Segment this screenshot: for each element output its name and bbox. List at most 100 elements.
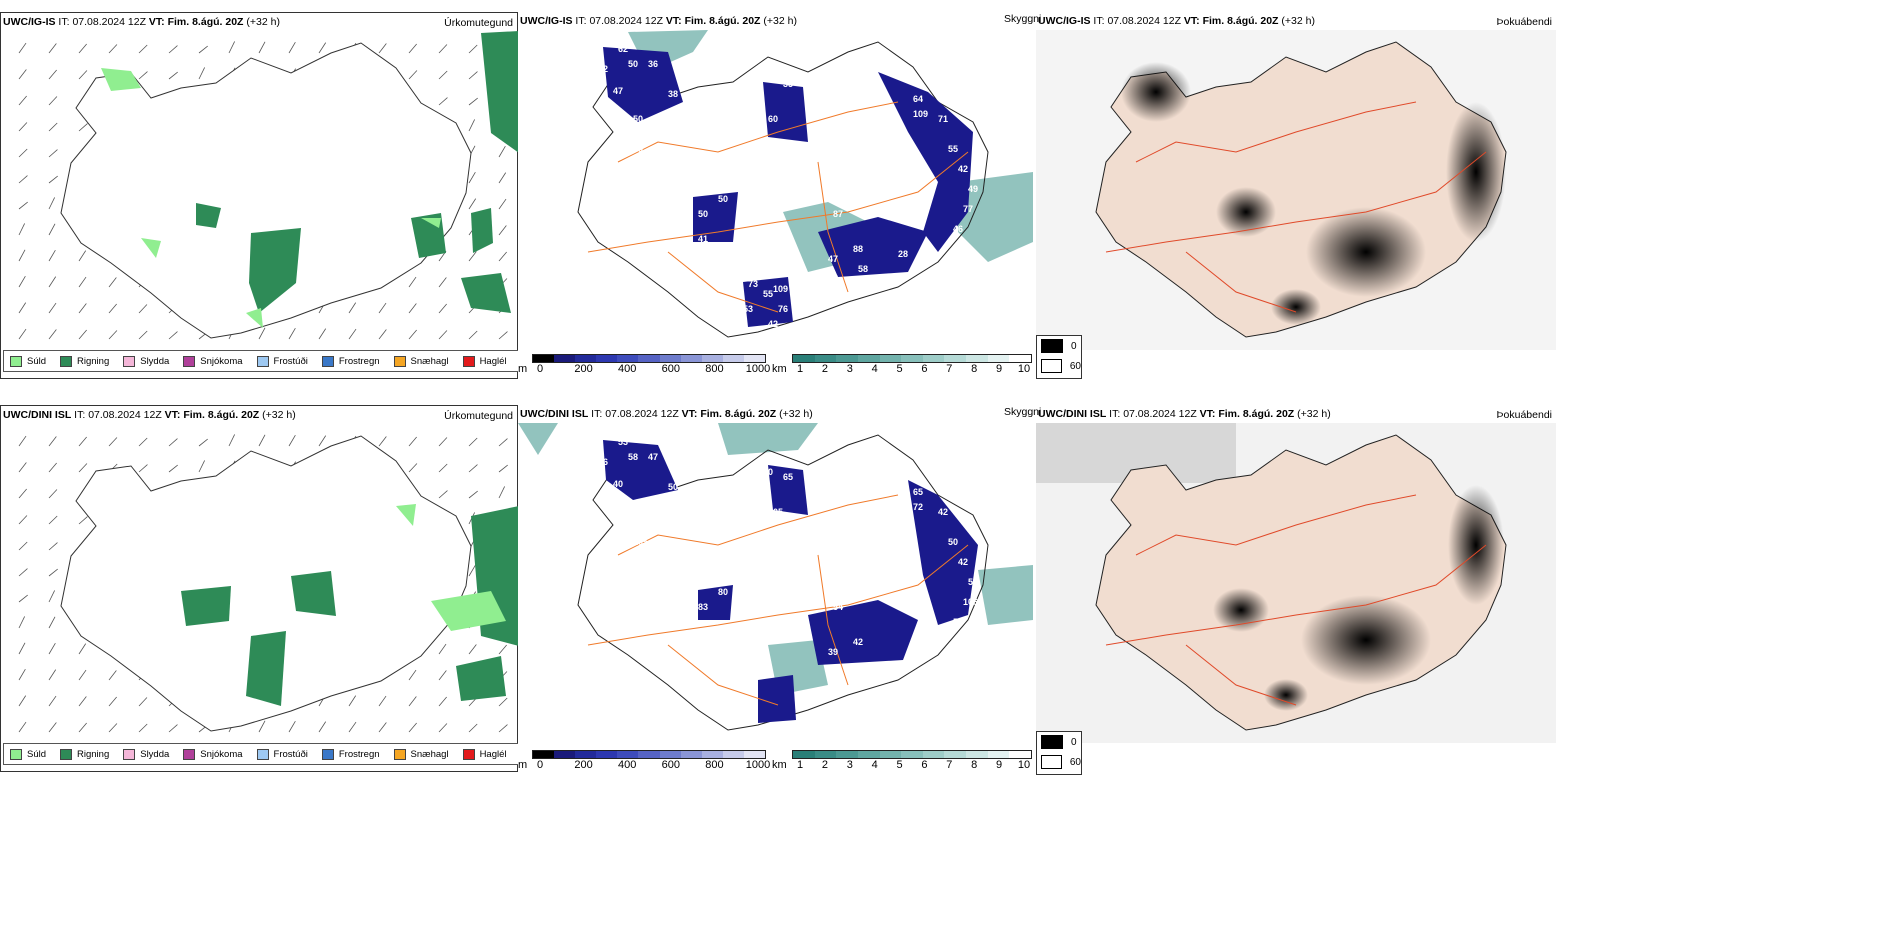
- wind-barb: [108, 44, 118, 54]
- legend-swatch: [256, 748, 269, 760]
- colorbar-step: [922, 355, 945, 362]
- cloud-base-label: 105: [768, 507, 783, 517]
- wind-barb: [48, 568, 58, 577]
- cloud-base-label: 65: [783, 472, 793, 482]
- colorbar-tick-label: 2: [821, 759, 828, 771]
- wind-barb: [468, 251, 477, 262]
- visibility-colorbar: km 1 2 3 4 5 6 7 8 9 10: [772, 354, 1036, 380]
- wind-barb: [18, 175, 28, 184]
- wind-barb: [438, 696, 447, 707]
- wind-barb: [78, 123, 88, 132]
- colorbar-tick-label: 1: [796, 759, 804, 771]
- wind-barb: [138, 44, 148, 54]
- wind-barb: [498, 486, 506, 499]
- wind-barb: [468, 198, 477, 210]
- colorbar-step: [575, 751, 597, 758]
- wind-barb: [48, 590, 56, 603]
- fog-legend-row: 0: [1037, 336, 1081, 356]
- cloud-base-label: 77: [963, 204, 973, 214]
- fog-index-areas: [1121, 62, 1506, 325]
- colorbar-step: [722, 355, 744, 362]
- wind-barb: [348, 328, 357, 340]
- cloud-base-label: 62: [808, 294, 818, 304]
- fog-legend-swatch: [1041, 339, 1063, 353]
- cloud-base-label: 87: [808, 487, 818, 497]
- wind-barb: [168, 438, 178, 447]
- colorbar-step: [617, 751, 639, 758]
- wind-barb: [468, 565, 476, 577]
- cloud-base-label: 39: [828, 647, 838, 657]
- cloud-base-label: 58: [628, 452, 638, 462]
- wind-barb: [138, 464, 148, 473]
- legend-label: Snæhagl: [410, 355, 449, 367]
- wind-barb: [48, 43, 57, 54]
- wind-barb: [78, 463, 88, 473]
- iceland-fog-map: [1036, 30, 1556, 350]
- wind-barb: [318, 435, 327, 447]
- colorbar-tick-label: 0: [536, 759, 544, 771]
- colorbar-tick-label: 200: [574, 363, 593, 375]
- wind-barb: [498, 697, 508, 707]
- wind-barb: [498, 146, 506, 158]
- wind-barb: [198, 438, 208, 447]
- wind-barb: [168, 331, 178, 340]
- fog-legend-swatch: [1041, 735, 1063, 749]
- drizzle-areas: [101, 68, 441, 328]
- wind-barb: [138, 304, 148, 314]
- wind-barb: [288, 328, 296, 340]
- wind-barb: [438, 277, 447, 288]
- wind-barb: [468, 437, 478, 447]
- panel-title: Skyggni: [1004, 406, 1042, 418]
- fog-legend-row: 0: [1037, 732, 1081, 752]
- colorbar-step: [966, 751, 988, 758]
- wind-barb: [408, 696, 417, 707]
- panel-header: UWC/IG-IS IT: 07.08.2024 12Z VT: Fim. 8.…: [3, 16, 280, 28]
- colorbar-tick-label: 1: [796, 363, 804, 375]
- cloud-base-label: 53: [618, 437, 628, 447]
- wind-barb: [48, 722, 57, 733]
- cloud-base-label: 88: [853, 244, 863, 254]
- legend-swatch: [123, 748, 136, 760]
- wind-barb: [438, 723, 448, 733]
- cloud-base-label: 41: [698, 234, 708, 244]
- colorbar-tick-label: 0: [536, 363, 544, 375]
- wind-barb: [468, 464, 478, 473]
- fog-legend-label: 0: [1071, 736, 1077, 748]
- colorbar-tick-label: 10: [1017, 363, 1031, 375]
- fog-legend-label: 60: [1069, 360, 1081, 372]
- colorbar-step: [659, 751, 681, 758]
- wind-barb: [378, 695, 387, 707]
- fog-legend-row: 60: [1037, 356, 1081, 376]
- colorbar-tick-label: 7: [946, 363, 953, 375]
- cloud-base-label: 35: [783, 79, 793, 89]
- colorbar-step: [680, 355, 702, 362]
- cloud-base-label: 50: [718, 194, 728, 204]
- legend-item: Frostúði: [256, 748, 308, 760]
- fog-legend-swatch: [1041, 359, 1062, 373]
- wind-barb: [198, 460, 206, 473]
- precip-type-legend: Súld Rigning Slydda Snjókoma Frostúði Frostre…: [3, 350, 528, 372]
- precip-panel-bottom: UWC/DINI ISL IT: 07.08.2024 12Z VT: Fim.…: [0, 405, 528, 772]
- legend-item: Snjókoma: [183, 355, 243, 367]
- wind-barb: [78, 643, 87, 655]
- wind-barb: [48, 616, 56, 629]
- legend-item: Súld: [10, 748, 46, 760]
- wind-barb: [408, 463, 418, 473]
- wind-barb: [138, 723, 148, 733]
- wind-barb: [498, 438, 508, 447]
- wind-barb: [78, 70, 88, 80]
- wind-barb: [18, 515, 28, 525]
- legend-label: Frostúði: [273, 355, 308, 367]
- legend-label: Slydda: [140, 748, 170, 760]
- wind-barb: [408, 43, 417, 54]
- wind-barb: [438, 44, 448, 54]
- wind-barb: [288, 721, 296, 733]
- colorbar-step: [814, 355, 837, 362]
- colorbar-step: [836, 355, 858, 362]
- colorbar-step: [533, 751, 555, 758]
- colorbar-tick-label: 400: [618, 363, 637, 375]
- wind-barb: [18, 328, 27, 340]
